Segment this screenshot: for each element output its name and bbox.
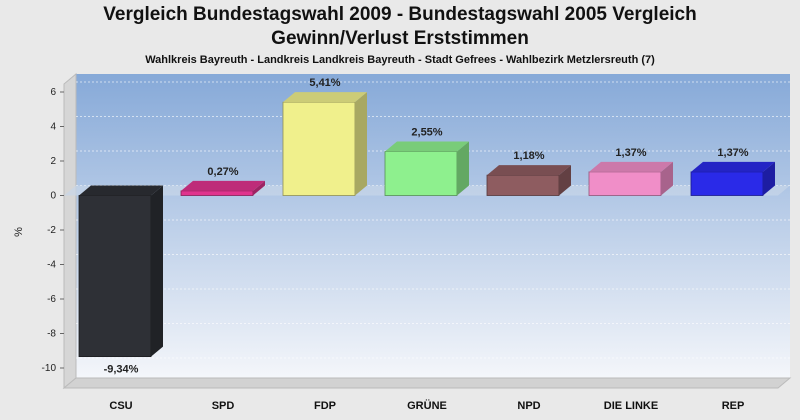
- y-tick-label: 6: [50, 87, 56, 98]
- y-tick-label: -10: [42, 363, 57, 374]
- y-axis-label: %: [13, 227, 25, 237]
- plot-floor: [62, 377, 792, 389]
- data-label: 1,37%: [717, 147, 748, 159]
- x-tick-label: CSU: [109, 400, 132, 412]
- y-tick-label: -2: [47, 225, 56, 236]
- bar-grüne: [384, 141, 469, 196]
- x-tick-label: SPD: [212, 400, 235, 412]
- data-label: 5,41%: [309, 77, 340, 89]
- bar-die-linke: [588, 161, 673, 196]
- data-label: 1,18%: [513, 150, 544, 162]
- x-tick-label: DIE LINKE: [604, 400, 658, 412]
- bar-rep: [690, 161, 775, 196]
- y-tick-label: -8: [47, 329, 56, 340]
- x-tick-label: GRÜNE: [407, 399, 447, 412]
- y-tick-label: 4: [50, 122, 56, 133]
- x-tick-label: REP: [722, 400, 745, 412]
- bar-csu: [78, 185, 163, 358]
- chart-subtitle: Wahlkreis Bayreuth - Landkreis Landkreis…: [145, 54, 655, 66]
- y-tick-label: -6: [47, 294, 56, 305]
- x-tick-label: NPD: [517, 400, 540, 412]
- y-tick-label: 0: [50, 191, 56, 202]
- data-label: -9,34%: [104, 364, 139, 376]
- plot-background: [76, 74, 790, 378]
- bar-spd: [180, 180, 265, 196]
- chart-title: Vergleich Bundestagswahl 2009 - Bundesta…: [103, 4, 697, 25]
- x-tick-label: FDP: [314, 400, 336, 412]
- data-label: 1,37%: [615, 147, 646, 159]
- plot-side-wall: [63, 72, 77, 390]
- data-label: 0,27%: [207, 166, 238, 178]
- data-label: 2,55%: [411, 127, 442, 139]
- y-tick-label: 2: [50, 156, 56, 167]
- chart-title-line2: Gewinn/Verlust Erststimmen: [271, 28, 529, 49]
- y-tick-label: -4: [47, 260, 56, 271]
- bar-npd: [486, 165, 571, 196]
- bar-fdp: [282, 92, 367, 196]
